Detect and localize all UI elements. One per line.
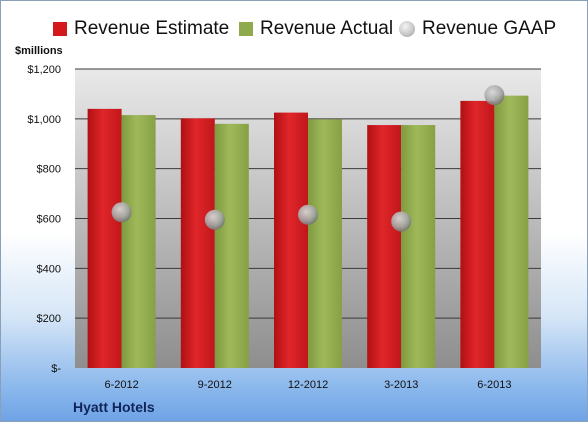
- x-axis-labels: 6-2012 9-2012 12-2012 3-2013 6-2013: [104, 379, 511, 391]
- marker-revenue-gaap: [298, 204, 318, 225]
- x-tick-label: 3-2013: [384, 379, 418, 391]
- legend-item-actual: Revenue Actual: [239, 15, 393, 43]
- bar-revenue-estimate: [180, 118, 215, 369]
- y-tick-label: $600: [37, 214, 61, 226]
- x-tick-label: 9-2012: [198, 379, 232, 391]
- company-name: Hyatt Hotels: [73, 399, 155, 415]
- bar-revenue-estimate: [87, 108, 122, 368]
- x-tick-label: 6-2013: [477, 379, 511, 391]
- legend-swatch-estimate: [53, 22, 67, 36]
- y-axis-units-label: $millions: [15, 45, 63, 57]
- y-tick-label: $-: [51, 363, 61, 375]
- legend: Revenue Estimate Revenue Actual Revenue …: [1, 15, 587, 43]
- y-tick-label: $200: [37, 313, 61, 325]
- x-tick-label: 6-2012: [104, 379, 138, 391]
- bars: [87, 95, 529, 369]
- legend-item-gaap: Revenue GAAP: [399, 15, 556, 43]
- bar-revenue-actual: [121, 115, 156, 369]
- bar-revenue-actual: [494, 95, 529, 369]
- marker-revenue-gaap: [484, 85, 505, 106]
- legend-label-actual: Revenue Actual: [260, 18, 394, 39]
- bar-revenue-actual: [214, 123, 249, 368]
- bar-revenue-estimate: [274, 112, 308, 369]
- bar-revenue-actual: [401, 125, 436, 368]
- legend-swatch-actual: [239, 22, 253, 36]
- legend-item-estimate: Revenue Estimate: [53, 15, 229, 43]
- bar-revenue-estimate: [367, 125, 402, 368]
- y-axis-ticks: $- $200 $400 $600 $800 $1,000 $1,200: [27, 64, 61, 375]
- y-tick-label: $800: [37, 164, 61, 176]
- y-tick-label: $1,200: [27, 64, 61, 76]
- legend-label-gaap: Revenue GAAP: [422, 18, 557, 39]
- marker-revenue-gaap: [204, 209, 225, 230]
- legend-label-estimate: Revenue Estimate: [74, 18, 230, 39]
- marker-revenue-gaap: [391, 211, 412, 232]
- marker-revenue-gaap: [111, 202, 132, 223]
- y-tick-label: $1,000: [27, 114, 61, 126]
- legend-marker-gaap: [399, 21, 415, 37]
- gaap-markers: [111, 85, 505, 232]
- y-tick-label: $400: [37, 263, 61, 275]
- bar-revenue-actual: [308, 119, 342, 368]
- x-tick-label: 12-2012: [288, 379, 328, 391]
- bar-revenue-estimate: [460, 100, 495, 368]
